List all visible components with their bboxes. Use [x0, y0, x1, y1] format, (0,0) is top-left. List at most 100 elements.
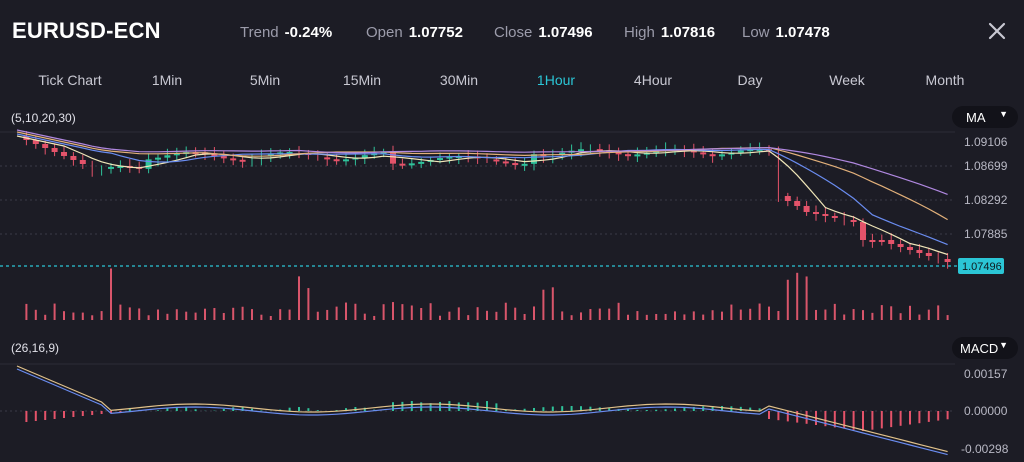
candle-body	[512, 163, 519, 166]
stat-high-value: 1.07816	[660, 24, 716, 41]
tab-tick-chart[interactable]: Tick Chart	[38, 72, 102, 88]
candle-body	[502, 161, 509, 164]
candle-body	[690, 150, 697, 153]
volume-bar	[777, 310, 780, 320]
ma-indicator-select[interactable]: MA ▼	[952, 106, 1018, 128]
candle-body	[32, 140, 39, 144]
volume-bar	[128, 307, 131, 320]
macd-histogram-bar	[157, 410, 159, 411]
volume-bar	[373, 315, 376, 320]
volume-bar	[81, 312, 84, 320]
timeframe-tabs: Tick Chart 1Min 5Min 15Min 30Min 1Hour 4…	[0, 72, 1024, 96]
volume-bar	[91, 315, 94, 320]
candle-body	[822, 214, 829, 216]
macd-histogram-bar	[880, 411, 883, 429]
stat-open-label: Open	[366, 24, 403, 41]
candle-body	[869, 240, 876, 242]
macd-params-label: (26,16,9)	[11, 341, 60, 355]
volume-bar	[288, 309, 291, 320]
macd-histogram-bar	[833, 411, 836, 428]
volume-bar	[457, 307, 460, 320]
volume-bar	[815, 309, 817, 320]
macd-histogram-bar	[533, 407, 535, 411]
tab-month[interactable]: Month	[925, 72, 965, 88]
ma-params-label: (5,10,20,30)	[11, 111, 76, 125]
macd-histogram-bar	[927, 411, 930, 422]
volume-bar	[918, 314, 921, 320]
stat-high: High 1.07816	[624, 24, 715, 41]
volume-bar	[504, 302, 507, 320]
candle-body	[878, 240, 885, 242]
volume-bar	[636, 311, 639, 320]
volume-bar	[937, 305, 940, 320]
tab-day[interactable]: Day	[737, 72, 763, 88]
tab-1hour[interactable]: 1Hour	[536, 72, 576, 88]
macd-histogram-bar	[871, 411, 874, 430]
price-tick-label: 1.09106	[964, 135, 1008, 149]
volume-bar	[448, 311, 451, 320]
candle-body	[615, 152, 622, 155]
candle-body	[813, 212, 819, 214]
volume-bar	[645, 314, 648, 320]
volume-bar	[730, 304, 733, 320]
volume-bar	[401, 304, 404, 320]
volume-bar	[824, 309, 827, 320]
macd-histogram-bar	[457, 402, 460, 411]
macd-histogram-bar	[175, 407, 178, 411]
tab-5min[interactable]: 5Min	[249, 72, 281, 88]
volume-bar	[833, 303, 836, 320]
volume-bar	[138, 308, 141, 320]
volume-bar	[204, 308, 206, 320]
volume-bar	[768, 306, 770, 320]
candle-body	[709, 154, 716, 157]
macd-histogram-bar	[627, 409, 629, 411]
symbol-title: EURUSD-ECN	[12, 18, 161, 43]
stat-close: Close 1.07496	[494, 24, 593, 41]
candle-body	[399, 163, 406, 166]
candle-body	[831, 216, 838, 218]
candle-body	[531, 154, 537, 164]
tab-15min[interactable]: 15Min	[342, 72, 382, 88]
tab-30min[interactable]: 30Min	[439, 72, 479, 88]
close-button[interactable]	[986, 20, 1008, 42]
volume-bar	[298, 276, 300, 320]
macd-histogram-bar	[523, 408, 526, 411]
volume-bar	[627, 314, 629, 320]
tab-week[interactable]: Week	[829, 72, 865, 88]
macd-indicator-select[interactable]: MACD ▼	[952, 337, 1018, 359]
candle-body	[108, 166, 114, 169]
macd-histogram-bar	[824, 411, 827, 427]
candle-body	[220, 156, 227, 159]
macd-histogram-bar	[768, 411, 770, 419]
macd-histogram-bar	[72, 411, 75, 417]
tab-4hour[interactable]: 4Hour	[633, 72, 673, 88]
volume-bar	[880, 305, 883, 320]
volume-bar	[439, 315, 441, 320]
macd-histogram-bar	[570, 406, 573, 411]
volume-bar	[683, 314, 686, 320]
volume-bar	[410, 305, 413, 320]
moving-average-line	[16, 131, 948, 221]
macd-histogram-bar	[119, 411, 122, 412]
macd-histogram-bar	[53, 411, 56, 419]
volume-bar	[551, 287, 554, 320]
volume-bar	[382, 304, 385, 320]
macd-histogram-bar	[937, 411, 940, 421]
candle-body	[164, 155, 171, 158]
macd-histogram-bar	[241, 407, 244, 411]
candle-body	[70, 156, 77, 160]
candle-body	[756, 149, 763, 152]
volume-bar	[429, 303, 432, 320]
candle-body	[380, 152, 387, 155]
macd-histogram-bar	[410, 401, 413, 411]
candle-body	[907, 247, 913, 250]
ma-select-value: MA	[966, 110, 986, 125]
volume-bar	[805, 276, 808, 320]
stat-trend-value: -0.24%	[284, 24, 333, 41]
macd-histogram-bar	[185, 407, 188, 411]
macd-histogram-bar	[100, 411, 103, 414]
macd-histogram-bar	[758, 408, 761, 411]
candle-body	[559, 152, 566, 155]
tab-1min[interactable]: 1Min	[151, 72, 183, 88]
